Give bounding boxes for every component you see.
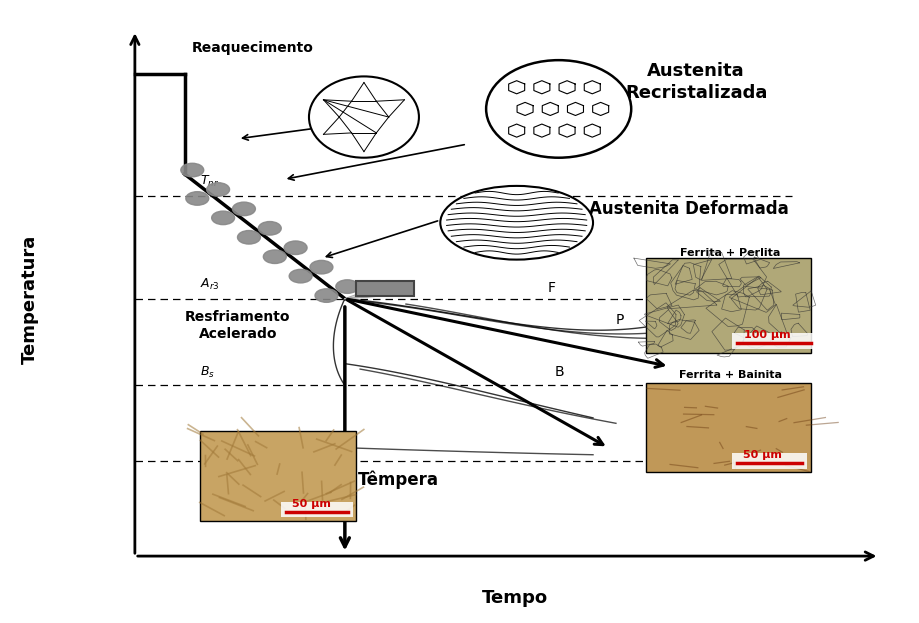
Ellipse shape — [207, 183, 230, 196]
Bar — [356, 281, 414, 296]
Text: Resfriamento
Acelerado: Resfriamento Acelerado — [185, 310, 290, 341]
Bar — [646, 258, 810, 353]
Text: Ferrita + Perlita: Ferrita + Perlita — [679, 247, 780, 257]
Ellipse shape — [309, 77, 418, 158]
Text: Austenita
Recristalizada: Austenita Recristalizada — [624, 62, 766, 102]
Bar — [281, 502, 353, 517]
Bar — [646, 383, 810, 472]
Text: $M_{s}$: $M_{s}$ — [199, 440, 217, 456]
Ellipse shape — [211, 211, 234, 225]
Ellipse shape — [289, 269, 312, 283]
Text: 50 μm: 50 μm — [743, 450, 781, 460]
Ellipse shape — [186, 192, 209, 205]
Text: Tempo: Tempo — [482, 589, 548, 607]
Text: 50 μm: 50 μm — [292, 499, 331, 509]
Bar — [199, 432, 356, 521]
Ellipse shape — [314, 289, 337, 302]
Text: F: F — [547, 281, 554, 295]
Ellipse shape — [310, 260, 333, 274]
Ellipse shape — [335, 280, 358, 293]
Bar — [731, 454, 807, 468]
Text: $T_{nr}$: $T_{nr}$ — [199, 174, 219, 189]
Ellipse shape — [258, 222, 281, 235]
Ellipse shape — [263, 250, 286, 264]
Text: Reaquecimento: Reaquecimento — [192, 40, 313, 55]
Ellipse shape — [233, 202, 255, 216]
Text: Temperatura: Temperatura — [20, 234, 39, 364]
Text: $A_{r3}$: $A_{r3}$ — [199, 277, 220, 292]
Text: Ferrita + Bainita: Ferrita + Bainita — [678, 369, 781, 379]
Text: P: P — [616, 313, 624, 327]
Text: $B_{s}$: $B_{s}$ — [199, 365, 214, 380]
Ellipse shape — [237, 231, 260, 244]
Ellipse shape — [284, 241, 307, 255]
Text: B: B — [554, 365, 564, 379]
Text: 100 μm: 100 μm — [743, 330, 790, 340]
Ellipse shape — [485, 60, 630, 158]
Ellipse shape — [440, 186, 593, 260]
Bar — [731, 333, 815, 349]
Text: Têmpera: Têmpera — [357, 471, 438, 490]
Text: 100% Martensita: 100% Martensita — [256, 435, 351, 445]
Text: Austenita Deformada: Austenita Deformada — [588, 200, 788, 218]
Ellipse shape — [181, 163, 203, 177]
